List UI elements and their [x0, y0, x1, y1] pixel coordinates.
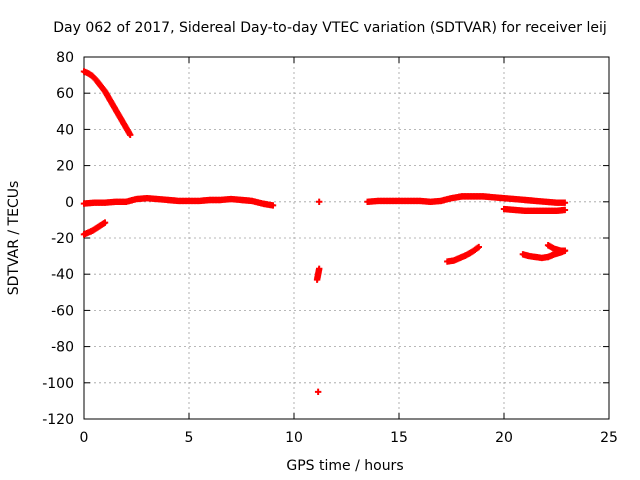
y-tick-label: 20 — [56, 159, 74, 175]
data-segment-7 — [500, 205, 569, 215]
data-segment-0 — [80, 68, 134, 139]
y-axis-label: SDTVAR / TECUs — [6, 181, 22, 296]
data-point — [316, 198, 323, 205]
data-segment-10 — [544, 242, 569, 254]
y-tick-label: 60 — [56, 86, 74, 102]
y-tick-label: -60 — [51, 303, 74, 319]
data-point — [475, 243, 482, 251]
x-tick-label: 10 — [285, 430, 303, 446]
data-segment-1 — [80, 194, 277, 209]
data-segment-4 — [316, 198, 323, 205]
grid-layer — [84, 57, 609, 419]
data-segment-3 — [313, 265, 323, 283]
data-segment-8 — [444, 243, 482, 265]
y-tick-label: -100 — [42, 376, 74, 392]
data-point — [127, 131, 134, 139]
x-tick-label: 15 — [390, 430, 408, 446]
data-segment-9 — [519, 247, 569, 262]
y-tick-label: -20 — [51, 231, 74, 247]
y-tick-label: -40 — [51, 267, 74, 283]
tick-layer: 0 5 10 15 20 25 80 60 40 20 0 -20 -40 -60 -80 -100 -120 — [42, 50, 618, 446]
x-tick-label: 5 — [185, 430, 194, 446]
x-axis-label: GPS time / hours — [286, 458, 403, 474]
data-segment-2 — [80, 219, 109, 238]
y-tick-label: 80 — [56, 50, 74, 66]
data-segment-6 — [364, 193, 569, 206]
data-point — [269, 202, 277, 209]
x-tick-label: 25 — [600, 430, 618, 446]
y-tick-label: 40 — [56, 122, 74, 138]
data-point — [101, 219, 109, 226]
data-point — [561, 206, 569, 214]
data-marks — [80, 68, 569, 396]
data-point — [314, 388, 322, 396]
data-point — [561, 199, 569, 206]
x-tick-label: 0 — [80, 430, 89, 446]
x-tick-label: 20 — [495, 430, 513, 446]
chart-title: Day 062 of 2017, Sidereal Day-to-day VTE… — [53, 20, 607, 36]
data-point — [316, 265, 323, 272]
y-tick-label: 0 — [65, 195, 74, 211]
data-point — [561, 247, 569, 254]
y-tick-label: -120 — [42, 412, 74, 428]
y-tick-label: -80 — [51, 340, 74, 356]
data-segment-5 — [314, 388, 322, 396]
